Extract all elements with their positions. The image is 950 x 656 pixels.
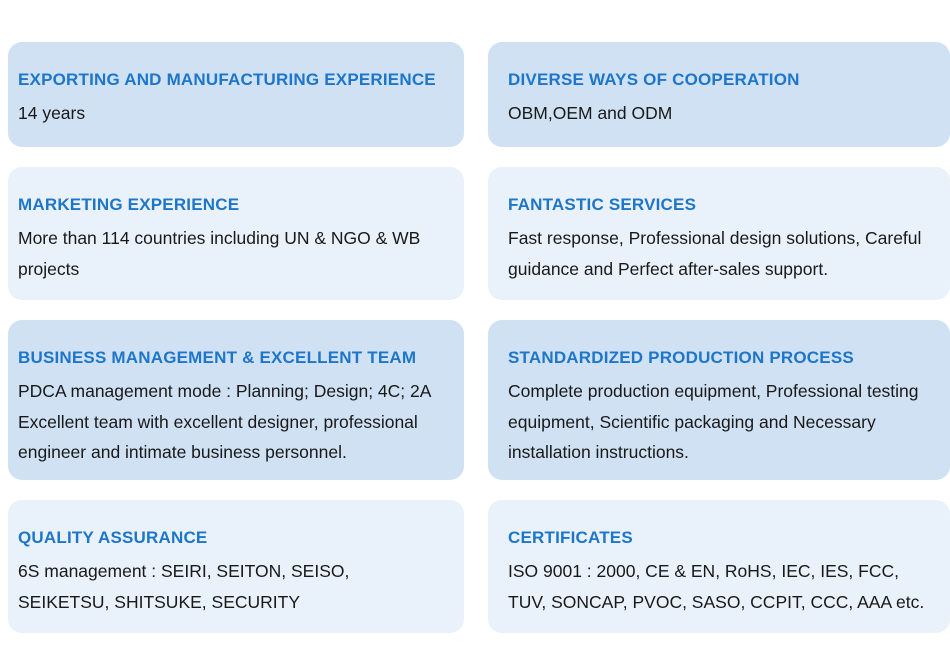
card-body: Fast response, Professional design solut…	[508, 228, 922, 279]
card-title: BUSINESS MANAGEMENT & EXCELLENT TEAM	[18, 348, 417, 367]
card-title: QUALITY ASSURANCE	[18, 528, 208, 547]
card-certificates: CERTIFICATES ISO 9001 : 2000, CE & EN, R…	[488, 500, 950, 633]
feature-cards-grid: EXPORTING AND MANUFACTURING EXPERIENCE 1…	[8, 42, 950, 633]
card-title: FANTASTIC SERVICES	[508, 195, 697, 214]
card-body: More than 114 countries including UN & N…	[18, 228, 421, 279]
card-body: OBM,OEM and ODM	[508, 103, 673, 123]
card-body: Complete production equipment, Professio…	[508, 381, 919, 462]
card-exporting-and-manufacturing-experience: EXPORTING AND MANUFACTURING EXPERIENCE 1…	[8, 42, 464, 147]
card-title: STANDARDIZED PRODUCTION PROCESS	[508, 348, 854, 367]
card-quality-assurance: QUALITY ASSURANCE 6S management : SEIRI,…	[8, 500, 464, 633]
card-title: EXPORTING AND MANUFACTURING EXPERIENCE	[18, 70, 436, 89]
card-title: DIVERSE WAYS OF COOPERATION	[508, 70, 800, 89]
card-body: 14 years	[18, 103, 86, 123]
card-body: 6S management : SEIRI, SEITON, SEISO, SE…	[18, 561, 350, 612]
card-fantastic-services: FANTASTIC SERVICES Fast response, Profes…	[488, 167, 950, 300]
card-title: MARKETING EXPERIENCE	[18, 195, 240, 214]
card-marketing-experience: MARKETING EXPERIENCE More than 114 count…	[8, 167, 464, 300]
card-diverse-ways-of-cooperation: DIVERSE WAYS OF COOPERATION OBM,OEM and …	[488, 42, 950, 147]
card-body: PDCA management mode : Planning; Design;…	[18, 381, 432, 462]
card-body: ISO 9001 : 2000, CE & EN, RoHS, IEC, IES…	[508, 561, 925, 612]
card-title: CERTIFICATES	[508, 528, 633, 547]
card-business-management-excellent-team: BUSINESS MANAGEMENT & EXCELLENT TEAM PDC…	[8, 320, 464, 480]
card-standardized-production-process: STANDARDIZED PRODUCTION PROCESS Complete…	[488, 320, 950, 480]
